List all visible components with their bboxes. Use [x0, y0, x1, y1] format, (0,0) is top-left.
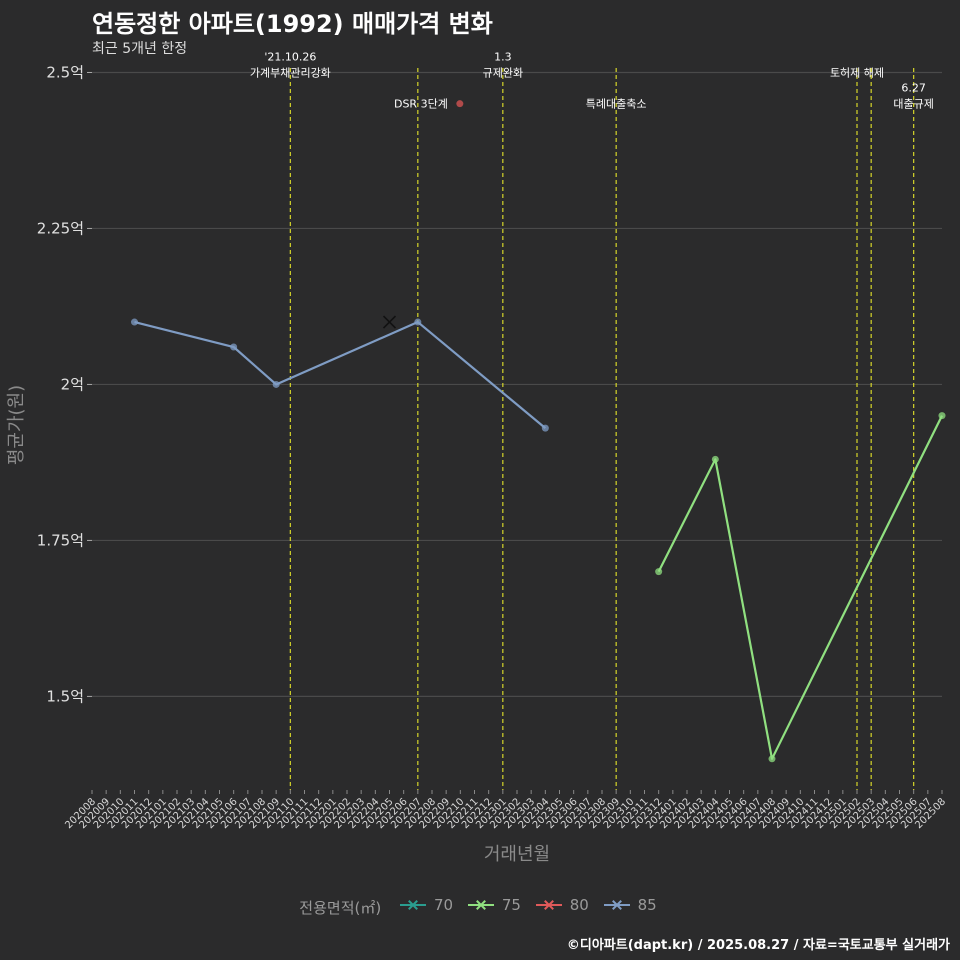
legend-key-80-icon	[534, 897, 564, 913]
source-caption: ©디아파트(dapt.kr) / 2025.08.27 / 자료=국토교통부 실…	[566, 938, 950, 953]
data-point-85	[230, 343, 238, 351]
event-label: 가계부채관리강화	[250, 66, 331, 79]
event-label: 1.3	[494, 50, 512, 63]
legend-label-85: 85	[637, 896, 657, 914]
data-point-85	[272, 380, 280, 388]
event-label: 토허제 해제	[830, 65, 884, 79]
event-label: 규제완화	[483, 66, 523, 79]
legend-item-85[interactable]: 85	[602, 896, 657, 914]
event-label: 특례대출축소	[586, 98, 647, 111]
chart-subtitle: 최근 5개년 한정	[92, 41, 188, 57]
legend: 전용면적(㎡) 70 75 80 85	[0, 896, 960, 918]
y-axis-title: 평균가(원)	[6, 385, 27, 465]
chart-title: 연동정한 아파트(1992) 매매가격 변화	[92, 10, 493, 38]
event-point	[456, 100, 464, 108]
legend-title: 전용면적(㎡)	[299, 899, 382, 917]
data-point-75	[711, 455, 719, 463]
event-label: 6.27	[901, 82, 926, 95]
x-marker	[382, 315, 397, 329]
y-tick-label: 2억	[61, 375, 84, 393]
y-tick-label: 1.75억	[37, 531, 84, 549]
legend-item-75[interactable]: 75	[466, 896, 521, 914]
data-point-75	[768, 755, 776, 763]
y-tick-label: 2.5억	[46, 63, 84, 81]
data-point-85	[131, 318, 138, 326]
data-point-75	[655, 568, 663, 576]
data-point-85	[541, 424, 549, 432]
x-axis-title: 거래년월	[484, 844, 550, 865]
legend-label-75: 75	[501, 896, 521, 914]
legend-label-80: 80	[569, 896, 589, 914]
data-point-85	[414, 318, 422, 326]
legend-item-80[interactable]: 80	[534, 896, 589, 914]
y-tick-label: 2.25억	[37, 219, 84, 237]
series-line-85	[134, 320, 547, 429]
legend-item-70[interactable]: 70	[398, 896, 453, 914]
legend-key-70-icon	[398, 897, 428, 913]
event-label: 대출규제	[893, 98, 933, 111]
event-label: DSR 3단계	[394, 98, 448, 111]
legend-label-70: 70	[433, 896, 454, 914]
legend-key-75-icon	[466, 897, 496, 913]
data-point-75	[938, 412, 946, 420]
event-label: '21.10.26	[264, 50, 316, 63]
legend-key-85-icon	[602, 897, 632, 913]
y-tick-label: 1.5억	[46, 687, 84, 705]
series-line-75	[657, 415, 943, 760]
